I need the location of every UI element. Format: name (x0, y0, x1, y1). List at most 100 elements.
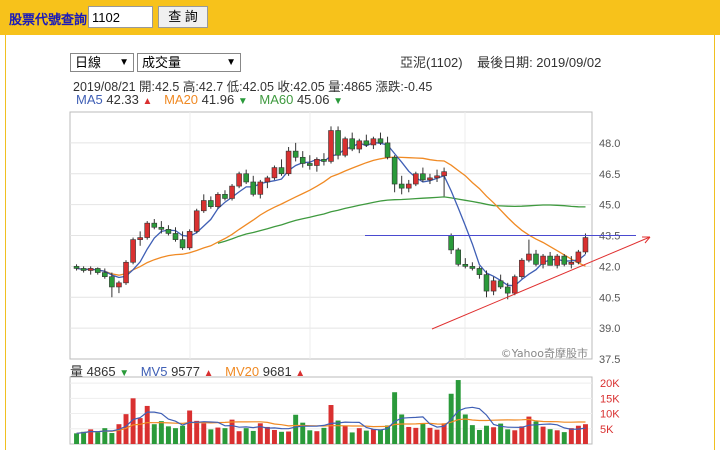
candle-body (526, 253, 532, 261)
volume-bar (95, 432, 101, 444)
trend-line (431, 236, 651, 330)
candle-body (285, 150, 292, 175)
candle-body (123, 261, 129, 284)
volume-bar (74, 433, 80, 444)
candle-body (307, 163, 313, 166)
candle-body (250, 181, 257, 195)
candle-body (144, 222, 150, 238)
ma60-label: MA60 (259, 92, 294, 107)
info-change: 漲跌:-0.45 (375, 80, 433, 94)
ma5-label: MA5 (76, 92, 103, 107)
candle-body (540, 255, 546, 265)
ma-legend: MA5 42.33 ▲ MA20 41.96 ▼ MA60 45.06 ▼ (76, 92, 351, 107)
volume-bar (462, 414, 468, 444)
latest-date: 最後日期: 2019/09/02 (477, 55, 602, 70)
legend-vol: 量 4865 ▼ (70, 364, 133, 379)
volume-bar (378, 429, 383, 444)
mv20-value: 9681 (262, 364, 292, 379)
candle-body (165, 229, 172, 234)
candle-body (490, 280, 497, 292)
volume-bar (420, 422, 426, 444)
volume-bar (321, 427, 327, 444)
volume-bar (498, 423, 504, 444)
candle-body (575, 251, 582, 263)
candle-body (356, 140, 363, 150)
price-tick-label: 42.0 (599, 261, 620, 273)
candle-body (208, 200, 214, 207)
volume-bar (286, 431, 292, 444)
candle-body (87, 268, 94, 271)
candle-body (533, 253, 539, 265)
ma60-arrow: ▼ (333, 96, 344, 107)
price-tick-label: 43.5 (599, 231, 620, 243)
candle-body (391, 156, 398, 185)
candle-body (363, 140, 370, 146)
volume-bar (293, 414, 299, 444)
volume-bar (165, 426, 171, 444)
volume-bar (109, 433, 115, 444)
volume-bar (441, 423, 447, 444)
chevron-down-icon: ▼ (119, 57, 129, 68)
volume-bar (392, 392, 398, 444)
volume-bar (201, 423, 207, 444)
volume-bar (130, 398, 136, 444)
candle-body (102, 272, 108, 277)
volume-bar (335, 420, 341, 444)
candle-body (561, 255, 568, 265)
candle-body (215, 194, 221, 207)
chart-panel (5, 35, 715, 450)
candle-body (271, 167, 278, 179)
volume-bar (427, 427, 433, 444)
volume-bar (208, 429, 214, 444)
volume-bar (222, 428, 228, 444)
candle-body (455, 249, 462, 265)
candle-body (476, 268, 483, 275)
candle-body (398, 183, 405, 189)
volume-bar (173, 428, 178, 444)
ma60-value: 45.06 (296, 92, 330, 107)
candle-body (554, 255, 560, 266)
volume-bar (158, 421, 164, 444)
trend-arrowhead (642, 236, 651, 244)
volume-bar (356, 428, 362, 444)
candle-body (109, 276, 115, 288)
search-bar: 股票代號查詢 查 詢 (0, 0, 720, 35)
vol-arrow: ▼ (119, 368, 130, 379)
candle-body (547, 255, 553, 266)
info-date: 2019/08/21 (73, 80, 136, 94)
price-tick-label: 39.0 (599, 323, 620, 335)
volume-bar (568, 428, 574, 444)
volume-bar (187, 410, 193, 444)
volume-bar (512, 430, 518, 444)
stock-code-input[interactable] (88, 6, 153, 28)
volume-bar (123, 414, 129, 444)
candle-body (186, 231, 193, 249)
volume-bar (81, 431, 87, 444)
volume-bar (575, 425, 581, 444)
query-button[interactable]: 查 詢 (158, 6, 208, 28)
ma20-label: MA20 (164, 92, 199, 107)
indicator-select[interactable]: 成交量 ▼ (137, 53, 241, 72)
volume-bar (307, 430, 313, 444)
volume-bar (279, 431, 284, 444)
legend-ma20: MA20 41.96 ▼ (164, 92, 251, 107)
candle-body (462, 264, 469, 267)
mv5-line (76, 406, 586, 434)
candle-body (321, 159, 327, 162)
candle-body (264, 177, 271, 183)
ma20-line (76, 156, 586, 276)
volume-bar (582, 424, 588, 444)
candle-body (349, 138, 355, 150)
period-select[interactable]: 日線 ▼ (70, 53, 134, 72)
candle-body (151, 222, 158, 228)
volume-bar (180, 425, 186, 444)
chevron-down-icon: ▼ (226, 57, 236, 68)
volume-tick-label: 10K (600, 409, 620, 421)
candle-body (80, 268, 87, 271)
info-low: 低:42.05 (226, 80, 274, 94)
candle-body (519, 259, 525, 277)
mv20-arrow: ▲ (295, 368, 306, 379)
candle-body (243, 173, 249, 183)
volume-bar (469, 425, 475, 444)
volume-tick-label: 20K (600, 378, 620, 390)
